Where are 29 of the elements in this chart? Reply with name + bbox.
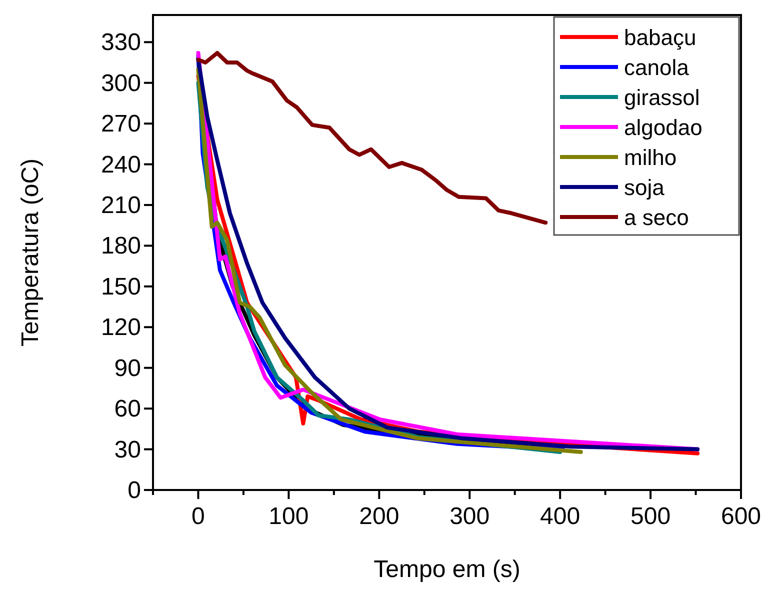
x-tick-label: 500 [630,503,671,530]
y-tick-label: 90 [114,354,141,382]
legend-label: babaçu [624,25,696,50]
y-tick-label: 330 [100,29,141,56]
x-tick-label: 100 [268,503,309,530]
x-tick-label: 400 [540,503,580,530]
y-tick-label: 300 [100,70,141,97]
y-tick-label: 210 [100,192,141,219]
legend-label: algodao [624,115,702,140]
legend-label: canola [624,55,690,80]
legend-label: girassol [624,85,700,110]
y-tick-label: 240 [100,151,141,178]
y-tick-label: 180 [100,232,141,260]
y-tick-label: 30 [114,436,141,464]
x-tick-label: 600 [720,503,762,530]
y-tick-label: 150 [100,273,141,300]
y-tick-label: 0 [128,477,141,504]
x-axis-title: Tempo em (s) [374,556,520,583]
line-series [196,51,548,225]
x-tick-label: 200 [359,503,400,530]
x-tick-label: 300 [450,503,490,530]
y-tick-label: 120 [100,314,141,342]
y-tick-label: 60 [114,396,141,423]
legend-label: milho [624,145,677,170]
y-tick-label: 270 [100,110,141,138]
x-tick-label: 0 [192,503,205,530]
legend-label: soja [624,175,666,200]
y-axis-title: Temperatura (oC) [17,158,44,347]
legend-label: a seco [624,205,689,230]
